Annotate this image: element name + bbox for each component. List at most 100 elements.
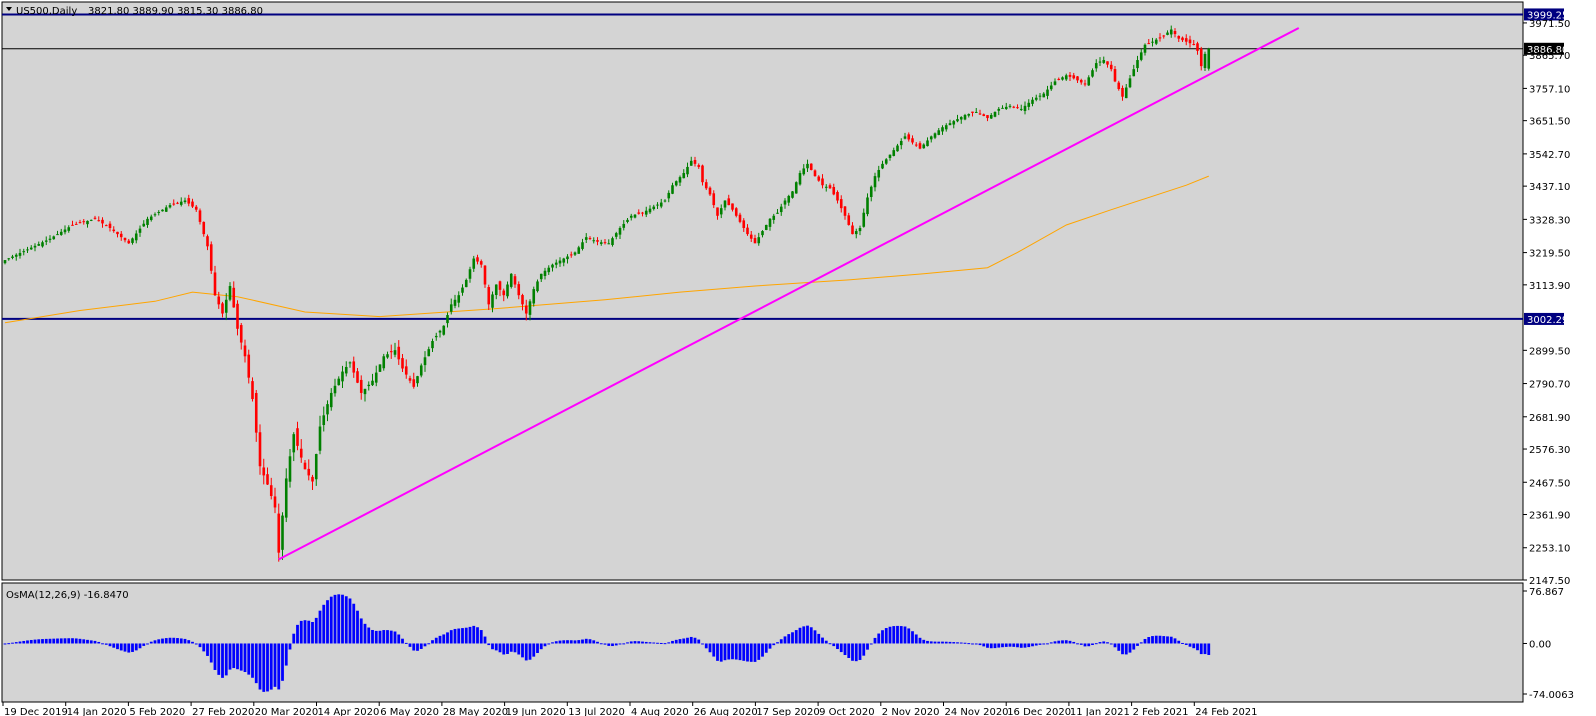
osma-bar — [802, 626, 806, 644]
osma-bar — [858, 643, 862, 660]
candle-body — [1192, 44, 1196, 46]
osma-bar — [1072, 641, 1076, 644]
osma-tick-label: -74.0063 — [1529, 690, 1574, 701]
price-tick-label: 3113.90 — [1529, 281, 1570, 292]
candle-body — [813, 170, 817, 177]
osma-bar — [701, 643, 704, 645]
candle-body — [1143, 44, 1147, 53]
candle-body — [397, 346, 401, 360]
osma-bar — [832, 643, 836, 647]
candle-body — [183, 200, 187, 202]
candle-body — [843, 206, 847, 216]
osma-bar — [723, 643, 727, 661]
dropdown-triangle-icon[interactable] — [6, 7, 12, 11]
candle-body — [101, 219, 104, 224]
trendline-layer[interactable] — [278, 27, 1300, 561]
osma-bar — [164, 638, 168, 644]
candle-body — [329, 392, 333, 408]
candle-body — [727, 198, 731, 206]
candle-body — [1169, 29, 1173, 35]
candle-body — [1031, 99, 1034, 104]
candle-body — [1072, 75, 1076, 79]
osma-bar — [442, 634, 446, 644]
osma-bar — [539, 643, 543, 650]
osma-bar — [993, 643, 997, 649]
osma-bar — [772, 643, 776, 646]
osma-bar — [318, 610, 322, 644]
osma-tick-label: 76.867 — [1529, 587, 1564, 598]
date-label: 9 Oct 2020 — [819, 707, 874, 716]
osma-bar — [1098, 642, 1102, 644]
osma-bar — [502, 643, 506, 655]
candle-body — [986, 115, 989, 119]
osma-bar — [532, 643, 536, 657]
candle-body — [689, 160, 693, 166]
candle-body — [862, 212, 866, 227]
candle-body — [1158, 37, 1162, 39]
candle-body — [1061, 77, 1064, 80]
osma-bar — [1199, 643, 1203, 655]
osma-bar — [1064, 640, 1068, 644]
osma-bar — [1203, 643, 1207, 655]
osma-bar — [7, 643, 11, 645]
date-label: 4 Aug 2020 — [631, 707, 689, 716]
candle-body — [1196, 43, 1199, 51]
osma-bar — [986, 643, 989, 648]
candle-body — [243, 345, 247, 357]
date-label: 17 Sep 2020 — [756, 707, 819, 716]
osma-bar — [206, 643, 209, 656]
candle-body — [974, 111, 978, 113]
candle-body — [277, 513, 281, 553]
osma-bar — [611, 643, 614, 647]
candle-body — [761, 231, 764, 236]
candle-body — [404, 366, 408, 375]
osma-bar — [116, 643, 119, 650]
candle-body — [172, 203, 176, 205]
candle-body — [1154, 39, 1158, 44]
candle-body — [56, 234, 59, 236]
candle-body — [498, 281, 502, 290]
osma-bar — [382, 630, 386, 644]
osma-bar — [146, 643, 149, 645]
osma-bar — [1102, 641, 1106, 644]
candle-body — [866, 197, 869, 215]
osma-bar — [558, 640, 562, 644]
osma-bar — [1132, 643, 1136, 650]
candle-body — [851, 225, 854, 235]
osma-bar — [536, 643, 539, 654]
osma-bar — [914, 634, 918, 644]
candle-body — [386, 354, 389, 358]
candle-body — [877, 169, 881, 178]
osma-bar — [892, 626, 896, 644]
candle-body — [768, 218, 772, 227]
osma-bar — [131, 643, 134, 652]
candle-body — [667, 192, 671, 199]
price-tick-label: 2790.70 — [1529, 380, 1570, 391]
osma-bar — [884, 628, 888, 644]
osma-bar — [626, 642, 629, 644]
candle-body — [641, 212, 644, 214]
main-plot-area — [1, 1, 1524, 581]
candle-body — [506, 284, 509, 297]
candle-body — [494, 284, 498, 296]
candle-body — [888, 154, 892, 158]
horizontal-lines[interactable]: 3999.25 3886.80 3002.29 — [2, 8, 1568, 326]
price-tick-label: 2147.50 — [1529, 576, 1570, 587]
candle-body — [746, 227, 749, 235]
candle-body — [1046, 89, 1049, 96]
osma-bar — [918, 637, 922, 644]
osma-bar — [656, 642, 659, 644]
candle-body — [734, 208, 738, 216]
osma-bar — [483, 636, 487, 644]
candle-body — [221, 303, 224, 314]
candle-body — [532, 289, 536, 304]
candle-body — [273, 496, 277, 508]
osma-bar — [307, 620, 311, 644]
candle-body — [809, 163, 813, 170]
osma-bar — [607, 643, 611, 646]
osma-bar — [978, 643, 982, 646]
osma-bar — [74, 638, 78, 644]
osma-bar — [341, 594, 344, 644]
osma-bar — [524, 643, 528, 661]
osma-bar — [168, 637, 172, 644]
